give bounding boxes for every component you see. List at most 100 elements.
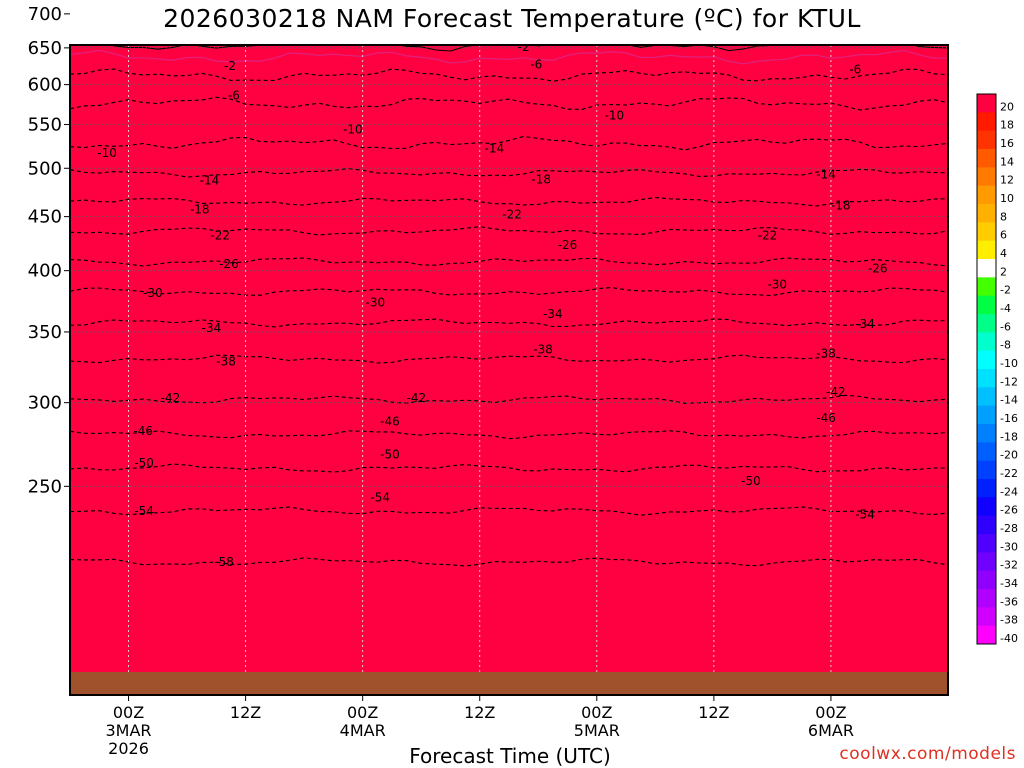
contour-label-38: -6	[530, 57, 542, 71]
isotherm--6	[70, 96, 948, 111]
colorbar-label--34: -34	[1000, 577, 1018, 590]
contour-label-24: -26	[868, 261, 888, 275]
colorbar-swatch--2	[977, 277, 996, 297]
contour-label-8: -46	[380, 414, 400, 428]
colorbar-swatch--4	[977, 295, 996, 315]
contour-label-33: -14	[816, 168, 836, 182]
colorbar-label-6: 6	[1000, 229, 1007, 242]
y-tick-label-650: 650	[28, 38, 62, 59]
contour-label-16: -34	[202, 321, 222, 335]
colorbar-swatch--6	[977, 314, 996, 333]
x-tick-label-0: 00Z 3MAR 2026	[106, 703, 152, 758]
colorbar-swatch--20	[977, 442, 996, 462]
contour-label-25: -22	[210, 228, 230, 242]
y-tick-label-450: 450	[28, 207, 62, 228]
grid-lines	[70, 45, 948, 695]
colorbar-swatch--40	[977, 625, 996, 645]
chart-title: 2026030218 NAM Forecast Temperature (ºC)…	[163, 4, 861, 33]
colorbar-swatch--16	[977, 405, 996, 425]
x-tick-label-60: 12Z	[698, 703, 729, 722]
isotherm--50	[70, 463, 948, 473]
colorbar-swatch-14	[977, 149, 996, 168]
colorbar-label--38: -38	[1000, 614, 1018, 627]
contour-label-20: -30	[366, 296, 386, 310]
colorbar-swatch-12	[977, 167, 996, 187]
y-tick-label-250: 250	[28, 476, 62, 497]
contour-label-18: -34	[855, 317, 875, 331]
isotherm--14	[70, 168, 948, 178]
band-18	[70, 45, 948, 695]
colorbar-label--24: -24	[1000, 485, 1018, 498]
colorbar-label--4: -4	[1000, 302, 1011, 315]
contour-label-44: 2	[778, 30, 786, 44]
contour-label-5: -50	[380, 447, 400, 461]
credit-link[interactable]: coolwx.com/models	[839, 744, 1016, 764]
contour-label-39: -6	[849, 63, 861, 77]
colorbar-label--16: -16	[1000, 412, 1018, 425]
colorbar-label--20: -20	[1000, 449, 1018, 462]
isotherm--2	[70, 68, 948, 82]
isotherm--38	[70, 354, 948, 364]
plot-frame	[69, 44, 949, 696]
contour-label-31: -14	[200, 173, 220, 187]
isotherm--18	[70, 196, 948, 207]
colorbar-label--26: -26	[1000, 504, 1018, 517]
isotherm--54	[70, 506, 948, 516]
contour-label-35: -10	[343, 123, 363, 137]
isotherm--26	[70, 257, 948, 267]
isotherm-lines	[70, 45, 948, 567]
colorbar-swatch-8	[977, 204, 996, 223]
colorbar: 20 18 16 14 12 10 8 6 4 2 -2 -4 -6 -8 -10 -12 -14 -16 -18 -…	[976, 93, 1018, 645]
colorbar-label--28: -28	[1000, 522, 1018, 535]
contour-label-23: -26	[558, 238, 578, 252]
contour-label-43: 2	[430, 31, 438, 45]
colorbar-label--22: -22	[1000, 467, 1018, 480]
x-tick-label-36: 12Z	[464, 703, 495, 722]
contour-label-40: -2	[224, 59, 236, 73]
colorbar-swatch--12	[977, 369, 996, 388]
colorbar-swatch-20	[977, 94, 996, 113]
colorbar-label--2: -2	[1000, 284, 1011, 297]
contour-label-22: -26	[219, 257, 239, 271]
contour-label-3: -54	[855, 508, 875, 522]
colorbar-label-12: 12	[1000, 174, 1014, 187]
colorbar-swatch-4	[977, 240, 996, 260]
contour-label-45: 2	[778, 0, 786, 10]
isotherm--34	[70, 318, 948, 328]
y-tick-label-400: 400	[28, 261, 62, 282]
contour-label-11: -42	[407, 391, 427, 405]
colorbar-frame	[976, 93, 997, 645]
y-tick-label-500: 500	[28, 158, 62, 179]
x-tick-label-48: 00Z 5MAR	[574, 703, 620, 740]
colorbar-label-8: 8	[1000, 210, 1007, 223]
colorbar-swatch--30	[977, 534, 996, 553]
colorbar-label-10: 10	[1000, 192, 1014, 205]
contour-label-37: -6	[228, 88, 240, 102]
colorbar-label-2: 2	[1000, 265, 1007, 278]
colorbar-label--18: -18	[1000, 430, 1018, 443]
contour-label-7: -46	[133, 424, 153, 438]
colorbar-swatch-2	[977, 259, 996, 278]
colorbar-label--6: -6	[1000, 320, 1011, 333]
contour-label-42: 2	[130, 27, 138, 41]
isotherm--22	[70, 226, 948, 236]
colorbar-swatch--32	[977, 552, 996, 572]
contour-label-12: -42	[826, 385, 846, 399]
contour-label-36: -10	[605, 108, 625, 122]
x-axis: 00Z 3MAR 2026 12Z 00Z 4MAR 12Z 00Z 5MAR 12Z 00Z 6MA…	[106, 695, 854, 758]
colorbar-swatch--10	[977, 350, 996, 370]
y-tick-label-550: 550	[28, 115, 62, 136]
colorbar-swatch--8	[977, 332, 996, 352]
x-tick-label-72: 00Z 6MAR	[808, 703, 854, 740]
colorbar-swatch-16	[977, 130, 996, 150]
x-tick-label-12: 12Z	[230, 703, 261, 722]
contour-labels: -58 -54 -54 -54 -50 -50 -50 -46 -46 -46 -42 -42 -42 -…	[97, 0, 888, 569]
contour-label-29: -18	[531, 172, 551, 186]
colorbar-swatch--38	[977, 607, 996, 627]
colorbar-label-20: 20	[1000, 100, 1014, 113]
y-tick-label-300: 300	[28, 393, 62, 414]
contour-label-34: -10	[97, 146, 117, 160]
isotherm--42	[70, 394, 948, 404]
contour-label-4: -50	[134, 456, 154, 470]
contour-label-32: -14	[485, 142, 505, 156]
